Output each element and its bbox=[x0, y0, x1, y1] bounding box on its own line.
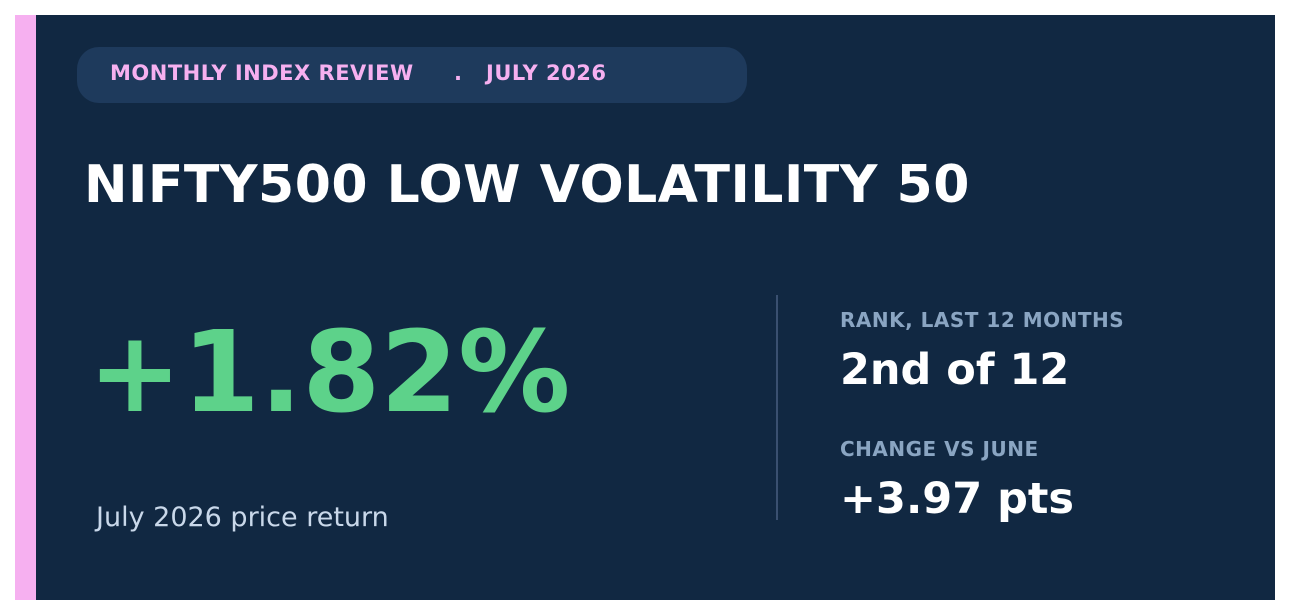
divider bbox=[776, 295, 778, 520]
accent-bar bbox=[15, 15, 36, 600]
index-review-card: MONTHLY INDEX REVIEW . JULY 2026 NIFTY50… bbox=[15, 15, 1275, 600]
headline-return-caption: July 2026 price return bbox=[96, 502, 389, 533]
index-title: NIFTY500 LOW VOLATILITY 50 bbox=[84, 155, 970, 215]
change-label: CHANGE VS JUNE bbox=[840, 437, 1039, 461]
headline-return-value: +1.82% bbox=[88, 308, 571, 438]
header-badge bbox=[77, 47, 747, 103]
change-value: +3.97 pts bbox=[840, 474, 1075, 524]
badge-period: JULY 2026 bbox=[486, 61, 607, 85]
badge-label: MONTHLY INDEX REVIEW bbox=[110, 61, 414, 85]
badge-separator: . bbox=[454, 61, 463, 85]
rank-label: RANK, LAST 12 MONTHS bbox=[840, 308, 1125, 332]
rank-value: 2nd of 12 bbox=[840, 345, 1070, 395]
